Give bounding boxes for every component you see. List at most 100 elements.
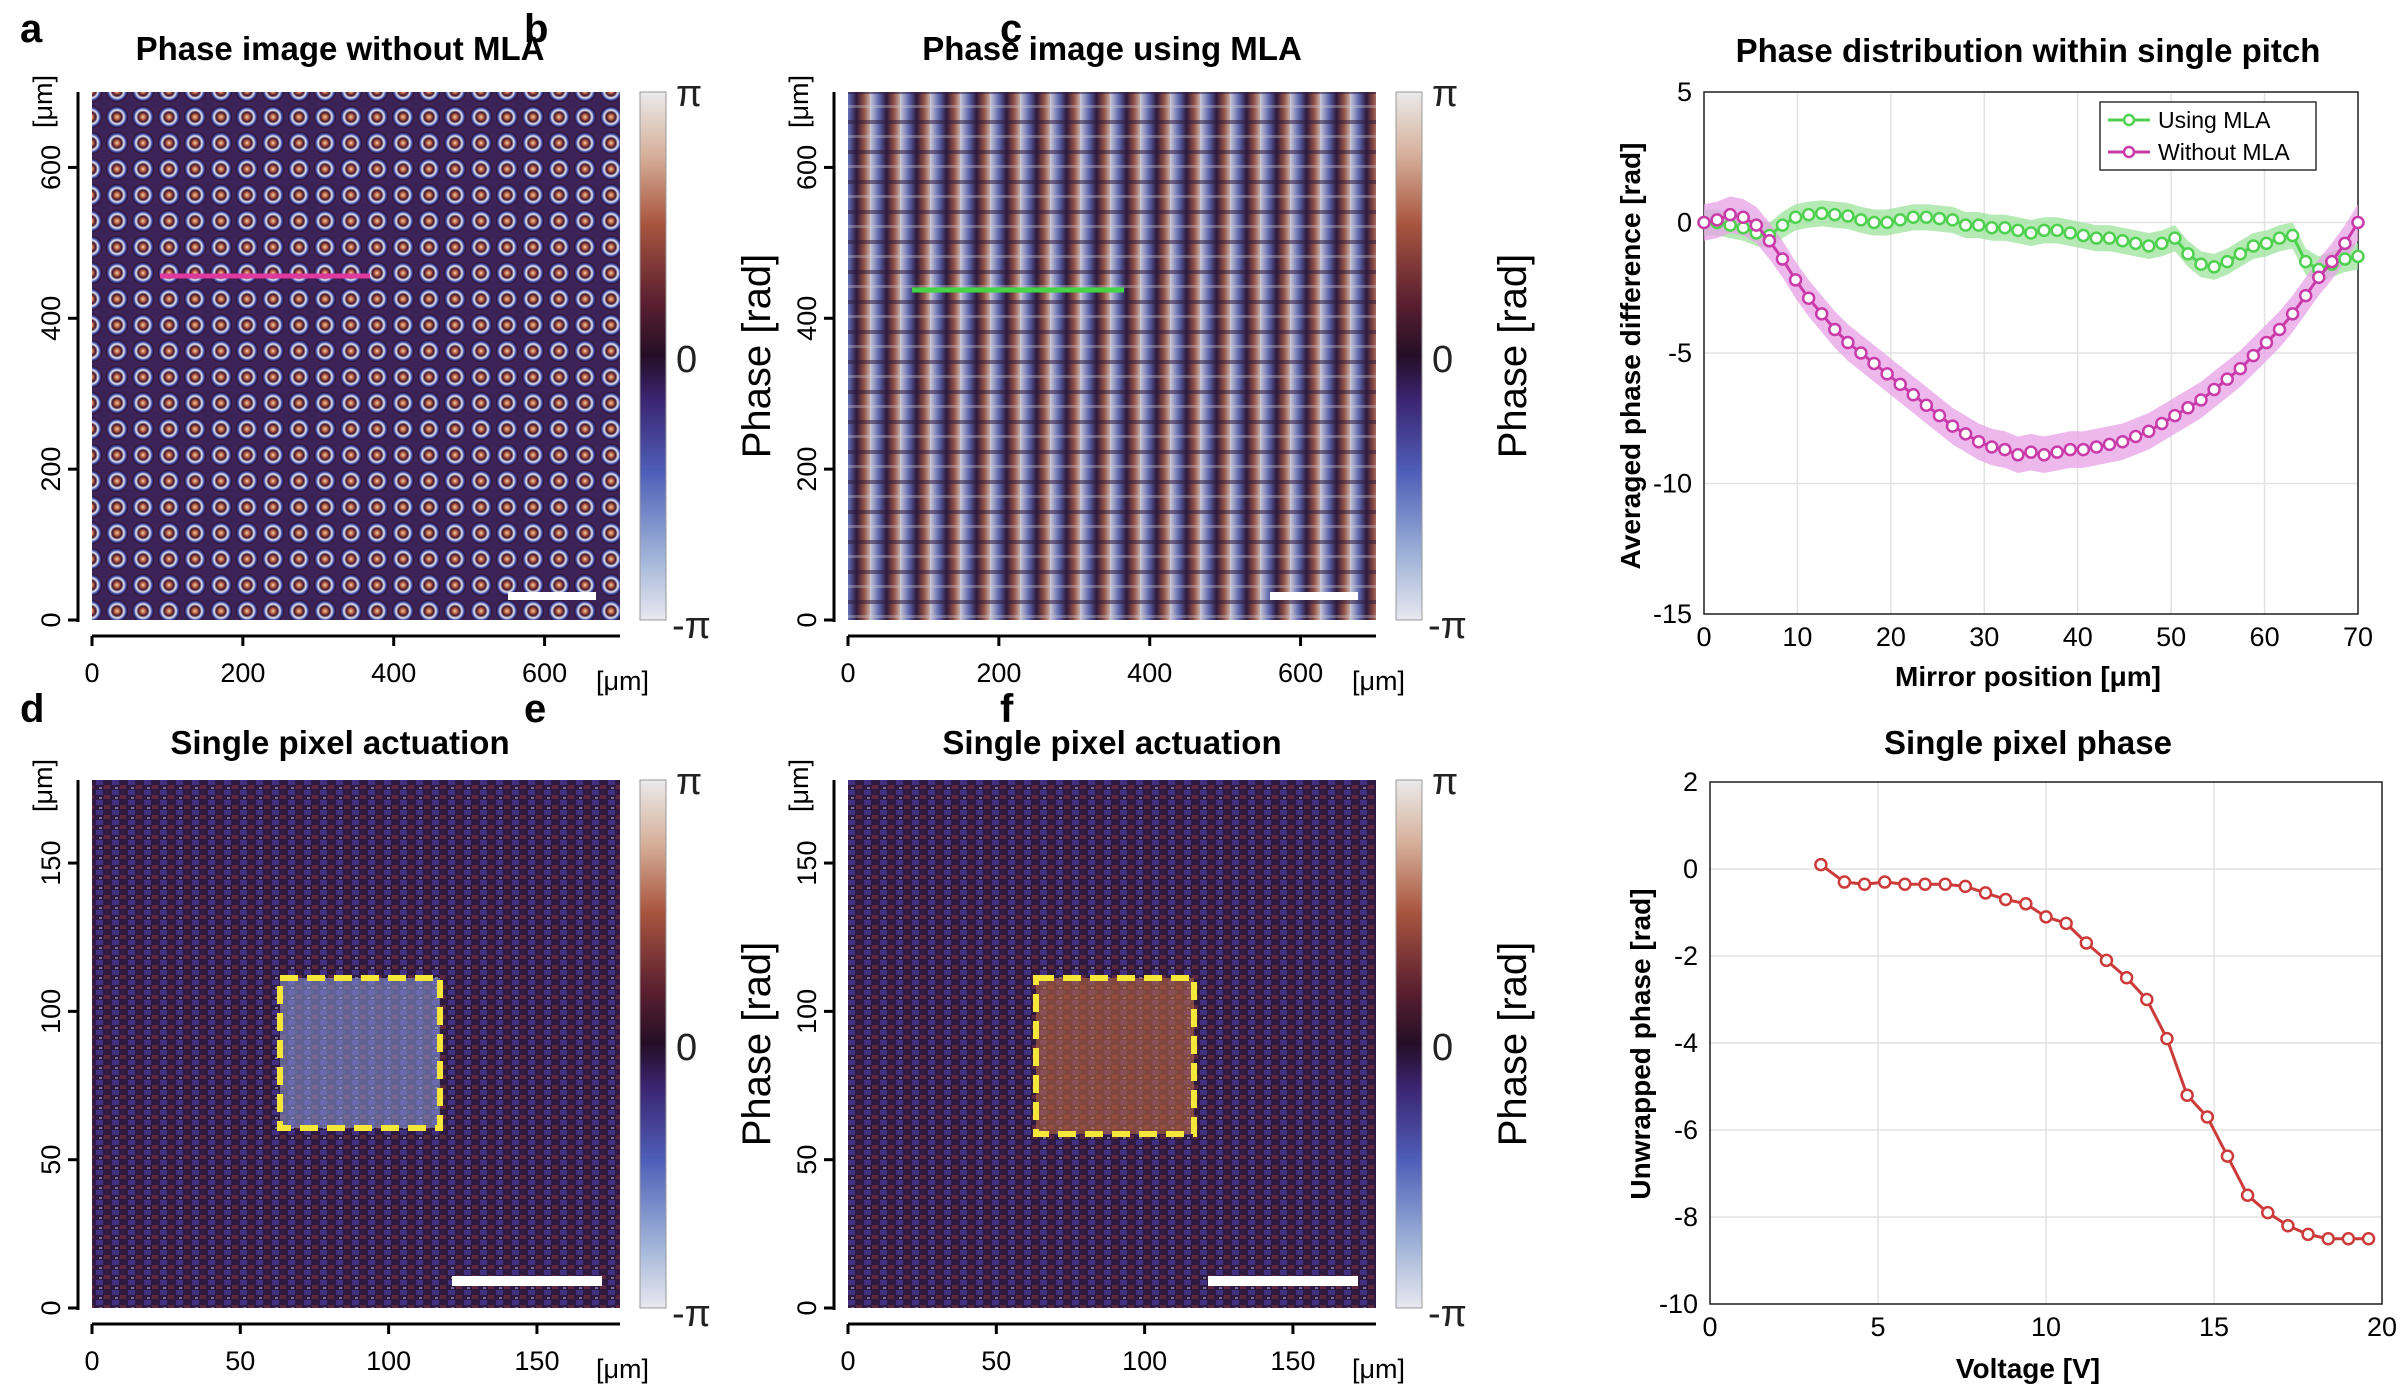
chart-f-point-0 (2059, 916, 2073, 931)
chart-c-point-0 (1814, 206, 1829, 221)
chart-c-point-1 (2168, 408, 2182, 423)
chart-f-point-0 (2160, 1031, 2174, 1046)
chart-f-ytick-label: 2 (1683, 767, 1698, 797)
panel-b-phase-image (848, 92, 1376, 620)
panel-d-actuated-pixel (280, 978, 440, 1128)
panel-a-colorbar-top: π (676, 73, 702, 115)
chart-f-point-0 (2220, 1149, 2235, 1163)
panel-b-y-unit: [μm] (784, 75, 814, 128)
chart-c-point-1 (1828, 322, 1842, 337)
panel-b-x-unit: [μm] (1352, 666, 1405, 696)
panel-e-x-unit: [μm] (1352, 1354, 1405, 1384)
chart-c-point-1 (2115, 434, 2130, 449)
panel-d-ytick-label: 150 (36, 841, 66, 886)
chart-f-point-0 (1814, 857, 1828, 872)
chart-c-point-1 (2050, 445, 2064, 459)
chart-c-point-1 (2298, 288, 2313, 303)
panel-d-xtick-label: 100 (366, 1346, 411, 1376)
chart-c-point-1 (1854, 346, 1868, 360)
chart-c-xtick-label: 70 (2343, 622, 2373, 652)
chart-c-point-0 (2246, 239, 2261, 253)
chart-c-series (1697, 206, 2365, 462)
chart-c-point-0 (2272, 231, 2287, 245)
chart-f-point-0 (1978, 886, 1993, 900)
chart-f-xtick-label: 0 (1702, 1312, 1717, 1342)
chart-f-ytick-label: 0 (1683, 854, 1698, 884)
panel-d-scale-bar (452, 1276, 602, 1286)
panel-label-b: b (524, 7, 548, 51)
chart-c-point-1 (2194, 393, 2208, 407)
panel-label-e: e (524, 687, 546, 731)
panel-label-a: a (20, 7, 43, 51)
chart-f-point-0 (2361, 1232, 2376, 1246)
chart-c-point-0 (2024, 226, 2038, 240)
chart-c-band-0 (1704, 200, 2358, 283)
panel-e-colorbar: π 0 -π Phase [rad] (1395, 761, 1535, 1335)
chart-c-xtick-label: 50 (2156, 622, 2186, 652)
chart-f-point-0 (2140, 992, 2154, 1007)
chart-f-point-0 (1877, 875, 1892, 889)
chart-f-point-0 (1958, 879, 1973, 894)
chart-c-point-0 (1958, 218, 1973, 232)
panel-e-ytick-label: 50 (792, 1145, 822, 1175)
chart-c-ytick-label: -15 (1653, 599, 1692, 629)
panel-e: Single pixel actuation [μm] [μm] π 0 -π … (784, 724, 1535, 1384)
chart-c-point-1 (2181, 401, 2195, 415)
chart-c-point-0 (2207, 260, 2221, 274)
chart-c-point-1 (1998, 442, 2012, 457)
panel-b: Phase image using MLA [μm] [μm] π 0 -π P… (784, 30, 1535, 696)
chart-c-point-1 (1932, 408, 1947, 423)
chart-c-point-0 (2220, 254, 2234, 269)
chart-c-point-1 (1736, 210, 1750, 225)
chart-c-frame (1703, 91, 2359, 615)
chart-c-point-0 (1867, 215, 1881, 230)
chart-c-point-0 (2037, 223, 2051, 238)
panel-d-xtick-label: 0 (84, 1346, 99, 1376)
chart-c-point-0 (1880, 215, 1894, 230)
panel-b-colorbar: π 0 -π Phase [rad] (1395, 73, 1535, 647)
chart-f-series-line-0 (1819, 863, 2369, 1241)
chart-f-ytick-label: -4 (1674, 1028, 1698, 1058)
chart-c-point-1 (2024, 445, 2038, 459)
chart-f-point-0 (1837, 875, 1852, 889)
chart-c-point-1 (2128, 429, 2143, 444)
panel-d-title: Single pixel actuation (170, 724, 509, 761)
chart-c-point-1 (2155, 416, 2169, 431)
chart-f-point-0 (1857, 877, 1872, 891)
chart-c-point-1 (2076, 442, 2091, 457)
chart-c-point-1 (1906, 388, 1921, 402)
chart-c-point-1 (2220, 372, 2234, 386)
chart-c-ytick-label: -5 (1668, 338, 1692, 368)
chart-c-point-0 (2141, 239, 2156, 253)
chart-c-point-1 (1749, 218, 1764, 232)
chart-c-point-1 (1919, 398, 1934, 412)
chart-f-point-0 (2341, 1232, 2356, 1246)
chart-c-point-0 (2128, 236, 2143, 251)
chart-f-point-0 (2019, 897, 2033, 911)
chart-f-point-0 (2180, 1088, 2194, 1102)
legend-using-mla-marker (2122, 113, 2136, 127)
chart-c-ytick-label: 5 (1677, 77, 1692, 107)
panel-d-pixel-box (277, 975, 443, 1131)
chart-c-point-1 (1867, 356, 1881, 371)
panel-b-xtick-label: 0 (840, 658, 855, 688)
panel-b-colorbar-gradient (1395, 91, 1423, 621)
panel-d-colorbar-label: Phase [rad] (735, 942, 779, 1147)
panel-label-d: d (20, 687, 44, 731)
chart-c-point-0 (2011, 223, 2025, 238)
panel-a-colorbar-label: Phase [rad] (735, 254, 779, 459)
panel-b-xtick-label: 600 (1278, 658, 1323, 688)
panel-d-colorbar-gradient (639, 779, 667, 1309)
legend-without-mla: Without MLA (2158, 139, 2290, 165)
chart-c-point-0 (1828, 207, 1842, 222)
panel-a-ytick-label: 0 (36, 612, 66, 627)
chart-c-point-0 (2259, 236, 2274, 251)
chart-c-point-1 (2011, 448, 2025, 462)
chart-c-point-0 (2351, 249, 2365, 264)
chart-f-point-0 (2281, 1218, 2295, 1233)
chart-c-xtick-label: 40 (2063, 622, 2093, 652)
chart-c-point-0 (1932, 211, 1947, 226)
panel-a-title: Phase image without MLA (136, 30, 545, 67)
panel-e-colorbar-top: π (1432, 761, 1458, 803)
chart-c-point-0 (1998, 220, 2012, 235)
